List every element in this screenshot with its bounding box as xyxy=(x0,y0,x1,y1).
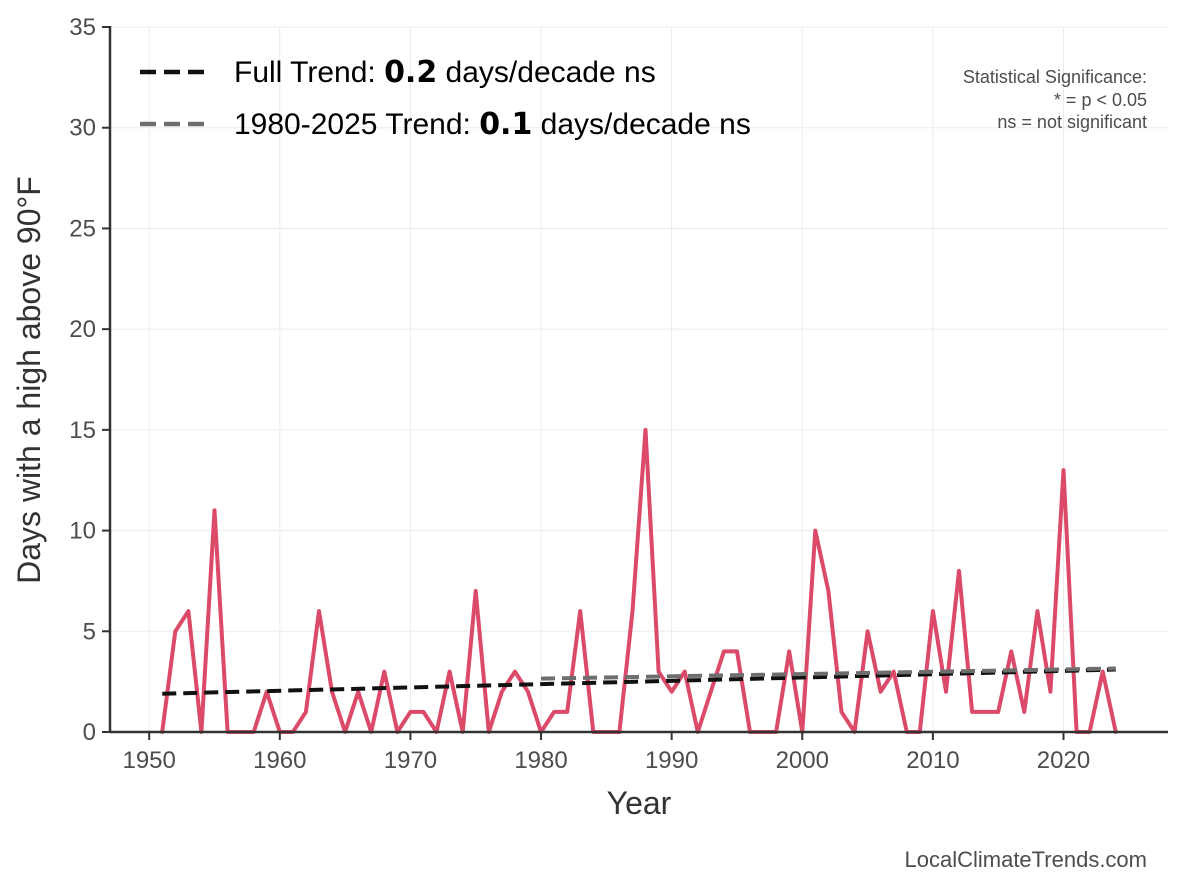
x-tick-label-1960: 1960 xyxy=(253,747,306,774)
grid-lines xyxy=(110,26,1168,733)
y-axis-title: Days with a high above 90°F xyxy=(11,176,47,584)
legend-prefix-recent-trend: 1980-2025 Trend: xyxy=(234,108,479,141)
y-tick-label-20: 20 xyxy=(69,316,96,343)
legend: Full Trend: 0.2 days/decade ns 1980-2025… xyxy=(140,55,751,142)
significance-note: Statistical Significance: * = p < 0.05 n… xyxy=(963,67,1147,132)
legend-value-full-trend: 0.2 xyxy=(384,55,437,90)
significance-note-title: Statistical Significance: xyxy=(963,67,1147,87)
legend-suffix-recent-trend: days/decade ns xyxy=(532,108,750,141)
axes xyxy=(108,26,1168,734)
y-tick-label-0: 0 xyxy=(83,719,96,746)
legend-label-recent-trend: 1980-2025 Trend: 0.1 days/decade ns xyxy=(234,107,751,142)
y-ticks: 0 5 10 15 20 25 30 35 xyxy=(69,14,110,746)
significance-note-p-value: * = p < 0.05 xyxy=(1054,90,1147,110)
x-tick-label-1970: 1970 xyxy=(384,747,437,774)
x-tick-label-1980: 1980 xyxy=(514,747,567,774)
legend-entry-recent-trend: 1980-2025 Trend: 0.1 days/decade ns xyxy=(140,107,751,142)
x-tick-label-2020: 2020 xyxy=(1037,747,1090,774)
trend-line-0 xyxy=(162,667,1116,696)
y-tick-label-25: 25 xyxy=(69,215,96,242)
y-tick-label-35: 35 xyxy=(69,14,96,41)
x-axis-title: Year xyxy=(607,785,672,821)
legend-label-full-trend: Full Trend: 0.2 days/decade ns xyxy=(234,55,656,90)
y-tick-label-10: 10 xyxy=(69,518,96,545)
legend-suffix-full-trend: days/decade ns xyxy=(437,56,655,89)
trend-line-1 xyxy=(541,666,1116,681)
series-line-0 xyxy=(160,427,1118,734)
trend-lines xyxy=(162,666,1116,696)
y-tick-label-5: 5 xyxy=(83,618,96,645)
data-series xyxy=(160,427,1118,734)
y-tick-label-30: 30 xyxy=(69,115,96,142)
x-ticks: 1950 1960 1970 1980 1990 2000 2010 2020 xyxy=(122,732,1090,774)
legend-entry-full-trend: Full Trend: 0.2 days/decade ns xyxy=(140,55,656,90)
significance-note-ns: ns = not significant xyxy=(997,112,1147,132)
watermark: LocalClimateTrends.com xyxy=(905,847,1148,872)
x-tick-label-1950: 1950 xyxy=(122,747,175,774)
x-tick-label-2000: 2000 xyxy=(776,747,829,774)
x-tick-label-1990: 1990 xyxy=(645,747,698,774)
legend-prefix-full-trend: Full Trend: xyxy=(234,56,384,89)
x-tick-label-2010: 2010 xyxy=(906,747,959,774)
legend-value-recent-trend: 0.1 xyxy=(479,107,532,142)
y-tick-label-15: 15 xyxy=(69,417,96,444)
